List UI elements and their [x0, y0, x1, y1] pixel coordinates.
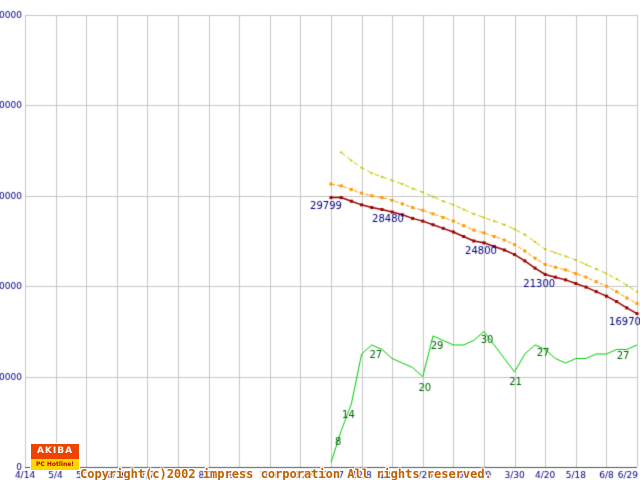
price-chart-canvas — [0, 0, 640, 480]
price-survey-chart-page: AKIBA PC Hotline! Copyright(c)2002 impre… — [0, 0, 640, 480]
